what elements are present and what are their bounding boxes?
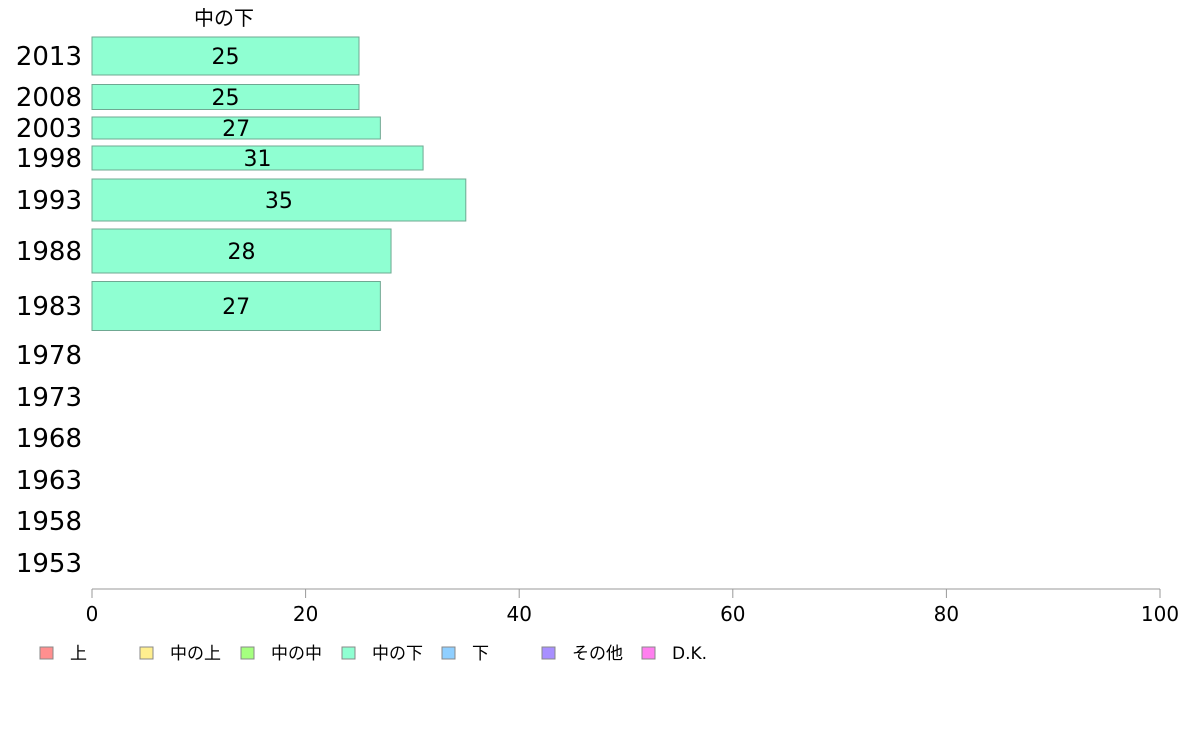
legend-label: 中の中 [271, 644, 322, 664]
bar-value-label: 25 [212, 45, 240, 70]
category-label: 1973 [16, 383, 82, 413]
bar-value-label: 31 [244, 147, 272, 172]
legend-label: 中の上 [170, 644, 221, 664]
category-label: 1993 [16, 186, 82, 216]
bar [91, 178, 467, 222]
category-label: 1983 [16, 292, 82, 322]
bar-value-label: 25 [212, 86, 240, 111]
category-label: 2008 [16, 83, 82, 113]
bar-value-label: 27 [222, 295, 250, 320]
legend-swatch [240, 646, 255, 660]
legend-label: その他 [572, 644, 623, 664]
x-tick-label: 60 [720, 602, 745, 626]
legend-swatch [441, 646, 456, 660]
category-label: 1988 [16, 237, 82, 267]
legend-label: 下 [472, 644, 489, 664]
bar-value-label: 35 [265, 189, 293, 214]
category-label: 1963 [16, 466, 82, 496]
bar [91, 145, 424, 171]
legend-swatch [541, 646, 556, 660]
bar-value-label: 27 [222, 117, 250, 142]
bar-value-label: 28 [228, 240, 256, 265]
bar [91, 281, 381, 331]
legend-label: D.K. [672, 644, 707, 664]
x-tick-label: 100 [1141, 602, 1179, 626]
category-label: 1968 [16, 424, 82, 454]
bar [91, 228, 392, 274]
x-tick-label: 40 [506, 602, 531, 626]
x-tick-label: 80 [934, 602, 959, 626]
x-tick-label: 20 [293, 602, 318, 626]
x-tick-label: 0 [86, 602, 99, 626]
bar [91, 36, 360, 76]
bar [91, 116, 381, 140]
legend-swatch [341, 646, 356, 660]
legend-swatch [139, 646, 154, 660]
category-label: 1978 [16, 341, 82, 371]
legend-label: 中の下 [372, 644, 423, 664]
legend-swatch [641, 646, 656, 660]
category-label: 1958 [16, 507, 82, 537]
series-title: 中の下 [194, 6, 254, 30]
category-label: 1953 [16, 549, 82, 579]
category-label: 2013 [16, 42, 82, 72]
category-label: 1998 [16, 144, 82, 174]
legend-label: 上 [70, 644, 87, 664]
legend-swatch [39, 646, 54, 660]
category-label: 2003 [16, 114, 82, 144]
bar [91, 84, 360, 110]
